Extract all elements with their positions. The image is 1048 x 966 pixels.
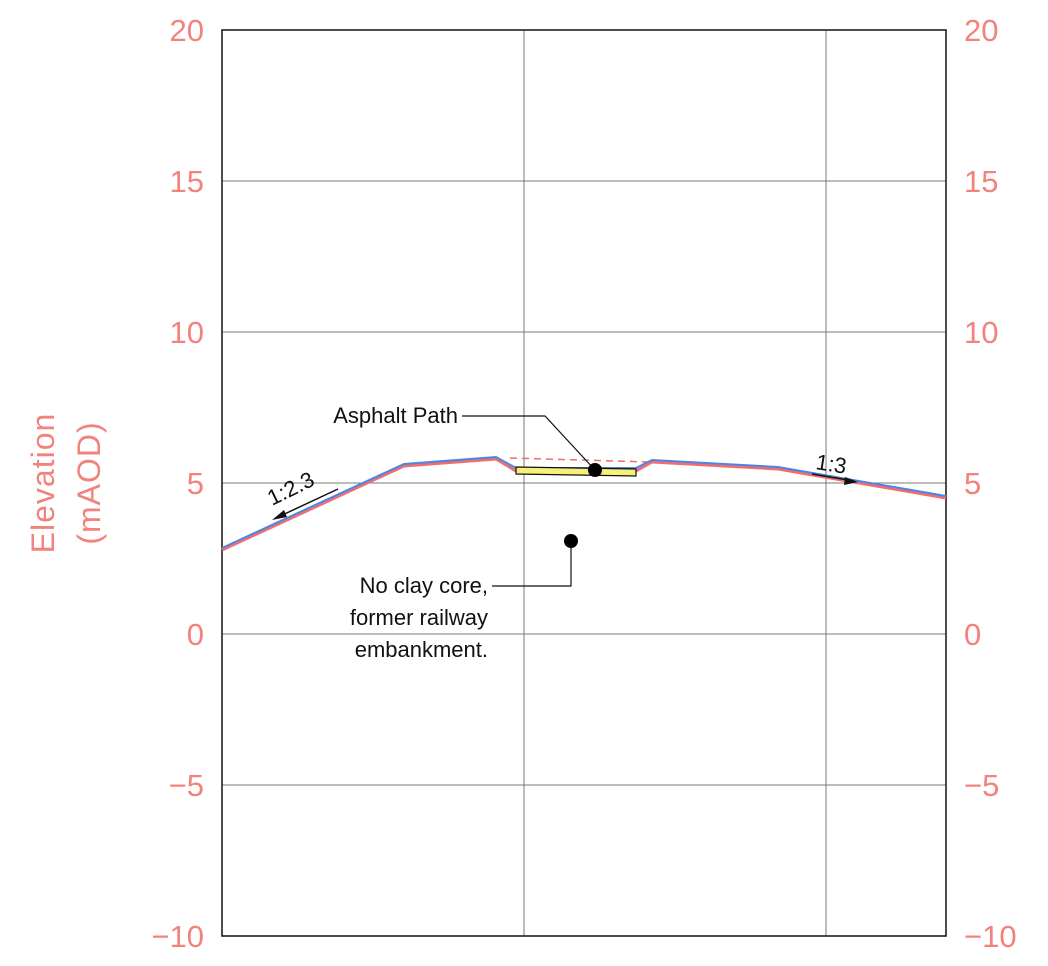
asphalt-path-layer	[515, 466, 637, 477]
left-tick-label: 20	[170, 13, 204, 48]
slope-arrow-right-head	[844, 477, 858, 485]
clay-core-marker	[564, 534, 578, 548]
right-tick-label: 10	[964, 315, 998, 350]
existing-ground-dashed-line	[509, 457, 651, 463]
asphalt-path-label: Asphalt Path	[333, 403, 458, 428]
left-tick-label: 5	[187, 466, 204, 501]
right-tick-label: 20	[964, 13, 998, 48]
y-axis-title-line1: Elevation	[25, 413, 61, 554]
asphalt-path-callout: Asphalt Path	[333, 403, 602, 477]
y-axis-title-line2: (mAOD)	[71, 421, 107, 544]
left-tick-label: −10	[151, 919, 204, 954]
asphalt-path-leader-line	[462, 415, 596, 471]
clay-core-label-line1: No clay core,	[360, 573, 488, 598]
slope-arrow-right	[811, 473, 858, 485]
right-tick-label: 0	[964, 617, 981, 652]
right-tick-label: −5	[964, 768, 999, 803]
left-tick-label: −5	[169, 768, 204, 803]
clay-core-label-line2: former railway	[350, 605, 488, 630]
right-y-axis: 20 15 10 5 0 −5 −10	[964, 13, 1017, 954]
asphalt-path-marker	[588, 463, 602, 477]
left-tick-label: 0	[187, 617, 204, 652]
slope-label-left: 1:2.3	[263, 467, 318, 511]
slope-arrow-left-head	[272, 510, 287, 520]
grid	[222, 30, 946, 936]
left-tick-label: 10	[170, 315, 204, 350]
plot-frame	[221, 29, 947, 937]
slope-label-right: 1:3	[814, 449, 848, 478]
slope-arrow-left-line	[275, 488, 339, 519]
right-tick-label: 5	[964, 466, 981, 501]
left-y-axis: 20 15 10 5 0 −5 −10	[151, 13, 204, 954]
clay-core-callout: No clay core, former railway embankment.	[350, 534, 578, 662]
clay-core-label-line3: embankment.	[355, 637, 488, 662]
left-tick-label: 15	[170, 164, 204, 199]
right-tick-label: 15	[964, 164, 998, 199]
clay-core-leader-line	[492, 541, 572, 587]
slope-arrow-left	[272, 488, 339, 520]
right-tick-label: −10	[964, 919, 1017, 954]
